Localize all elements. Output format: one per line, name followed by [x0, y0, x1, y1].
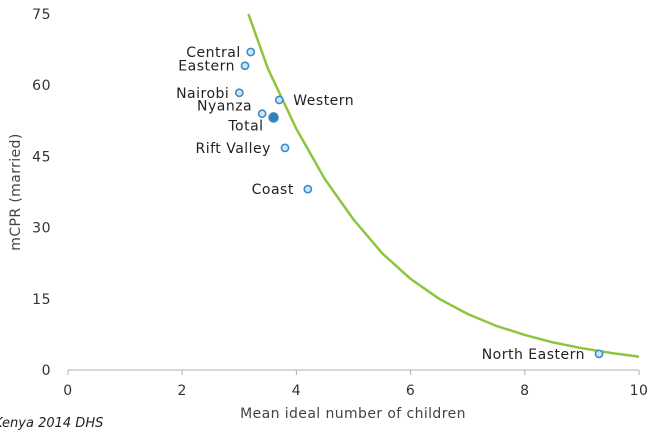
point-label-eastern: Eastern [178, 59, 235, 75]
point-label-north-eastern: North Eastern [482, 347, 585, 363]
y-tick-label: 15 [32, 292, 51, 308]
point-label-coast: Coast [252, 182, 294, 198]
data-point-nyanza [257, 109, 267, 119]
data-point-rift-valley [280, 143, 290, 153]
x-tick-label: 0 [63, 383, 72, 399]
y-axis-title: mCPR (married) [8, 133, 24, 250]
data-point-central [246, 47, 256, 57]
x-tick-label: 2 [177, 383, 186, 399]
x-tick-label: 8 [520, 383, 529, 399]
point-label-rift-valley: Rift Valley [195, 141, 271, 157]
data-point-western [274, 95, 284, 105]
source-note-text: Kenya 2014 DHS [0, 416, 104, 431]
data-point-eastern [240, 61, 250, 71]
y-tick-label: 75 [32, 7, 51, 23]
trend-curve [247, 13, 640, 358]
x-tick-label: 6 [406, 383, 415, 399]
x-tick-label: 4 [292, 383, 301, 399]
data-point-north-eastern [594, 349, 604, 359]
x-tick-label: 10 [630, 383, 648, 399]
y-tick-label: 0 [42, 363, 51, 379]
y-tick-label: 30 [32, 221, 51, 237]
x-axis-ticks: 0 2 4 6 8 10 [63, 370, 648, 399]
y-axis-ticks: 0 15 30 45 60 75 [32, 7, 51, 379]
point-label-total: Total [227, 118, 263, 134]
x-axis-title: Mean ideal number of children [240, 406, 466, 422]
data-points [234, 47, 604, 359]
data-point-coast [303, 184, 313, 194]
point-label-central: Central [186, 45, 240, 61]
y-tick-label: 45 [32, 149, 51, 165]
data-point-total [268, 112, 279, 123]
source-note: Kenya 2014 DHS [0, 416, 103, 431]
y-tick-label: 60 [32, 78, 51, 94]
point-label-western: Western [293, 93, 354, 109]
data-point-nairobi [234, 88, 244, 98]
point-label-nyanza: Nyanza [197, 99, 252, 115]
point-label-nairobi: Nairobi [176, 86, 229, 102]
